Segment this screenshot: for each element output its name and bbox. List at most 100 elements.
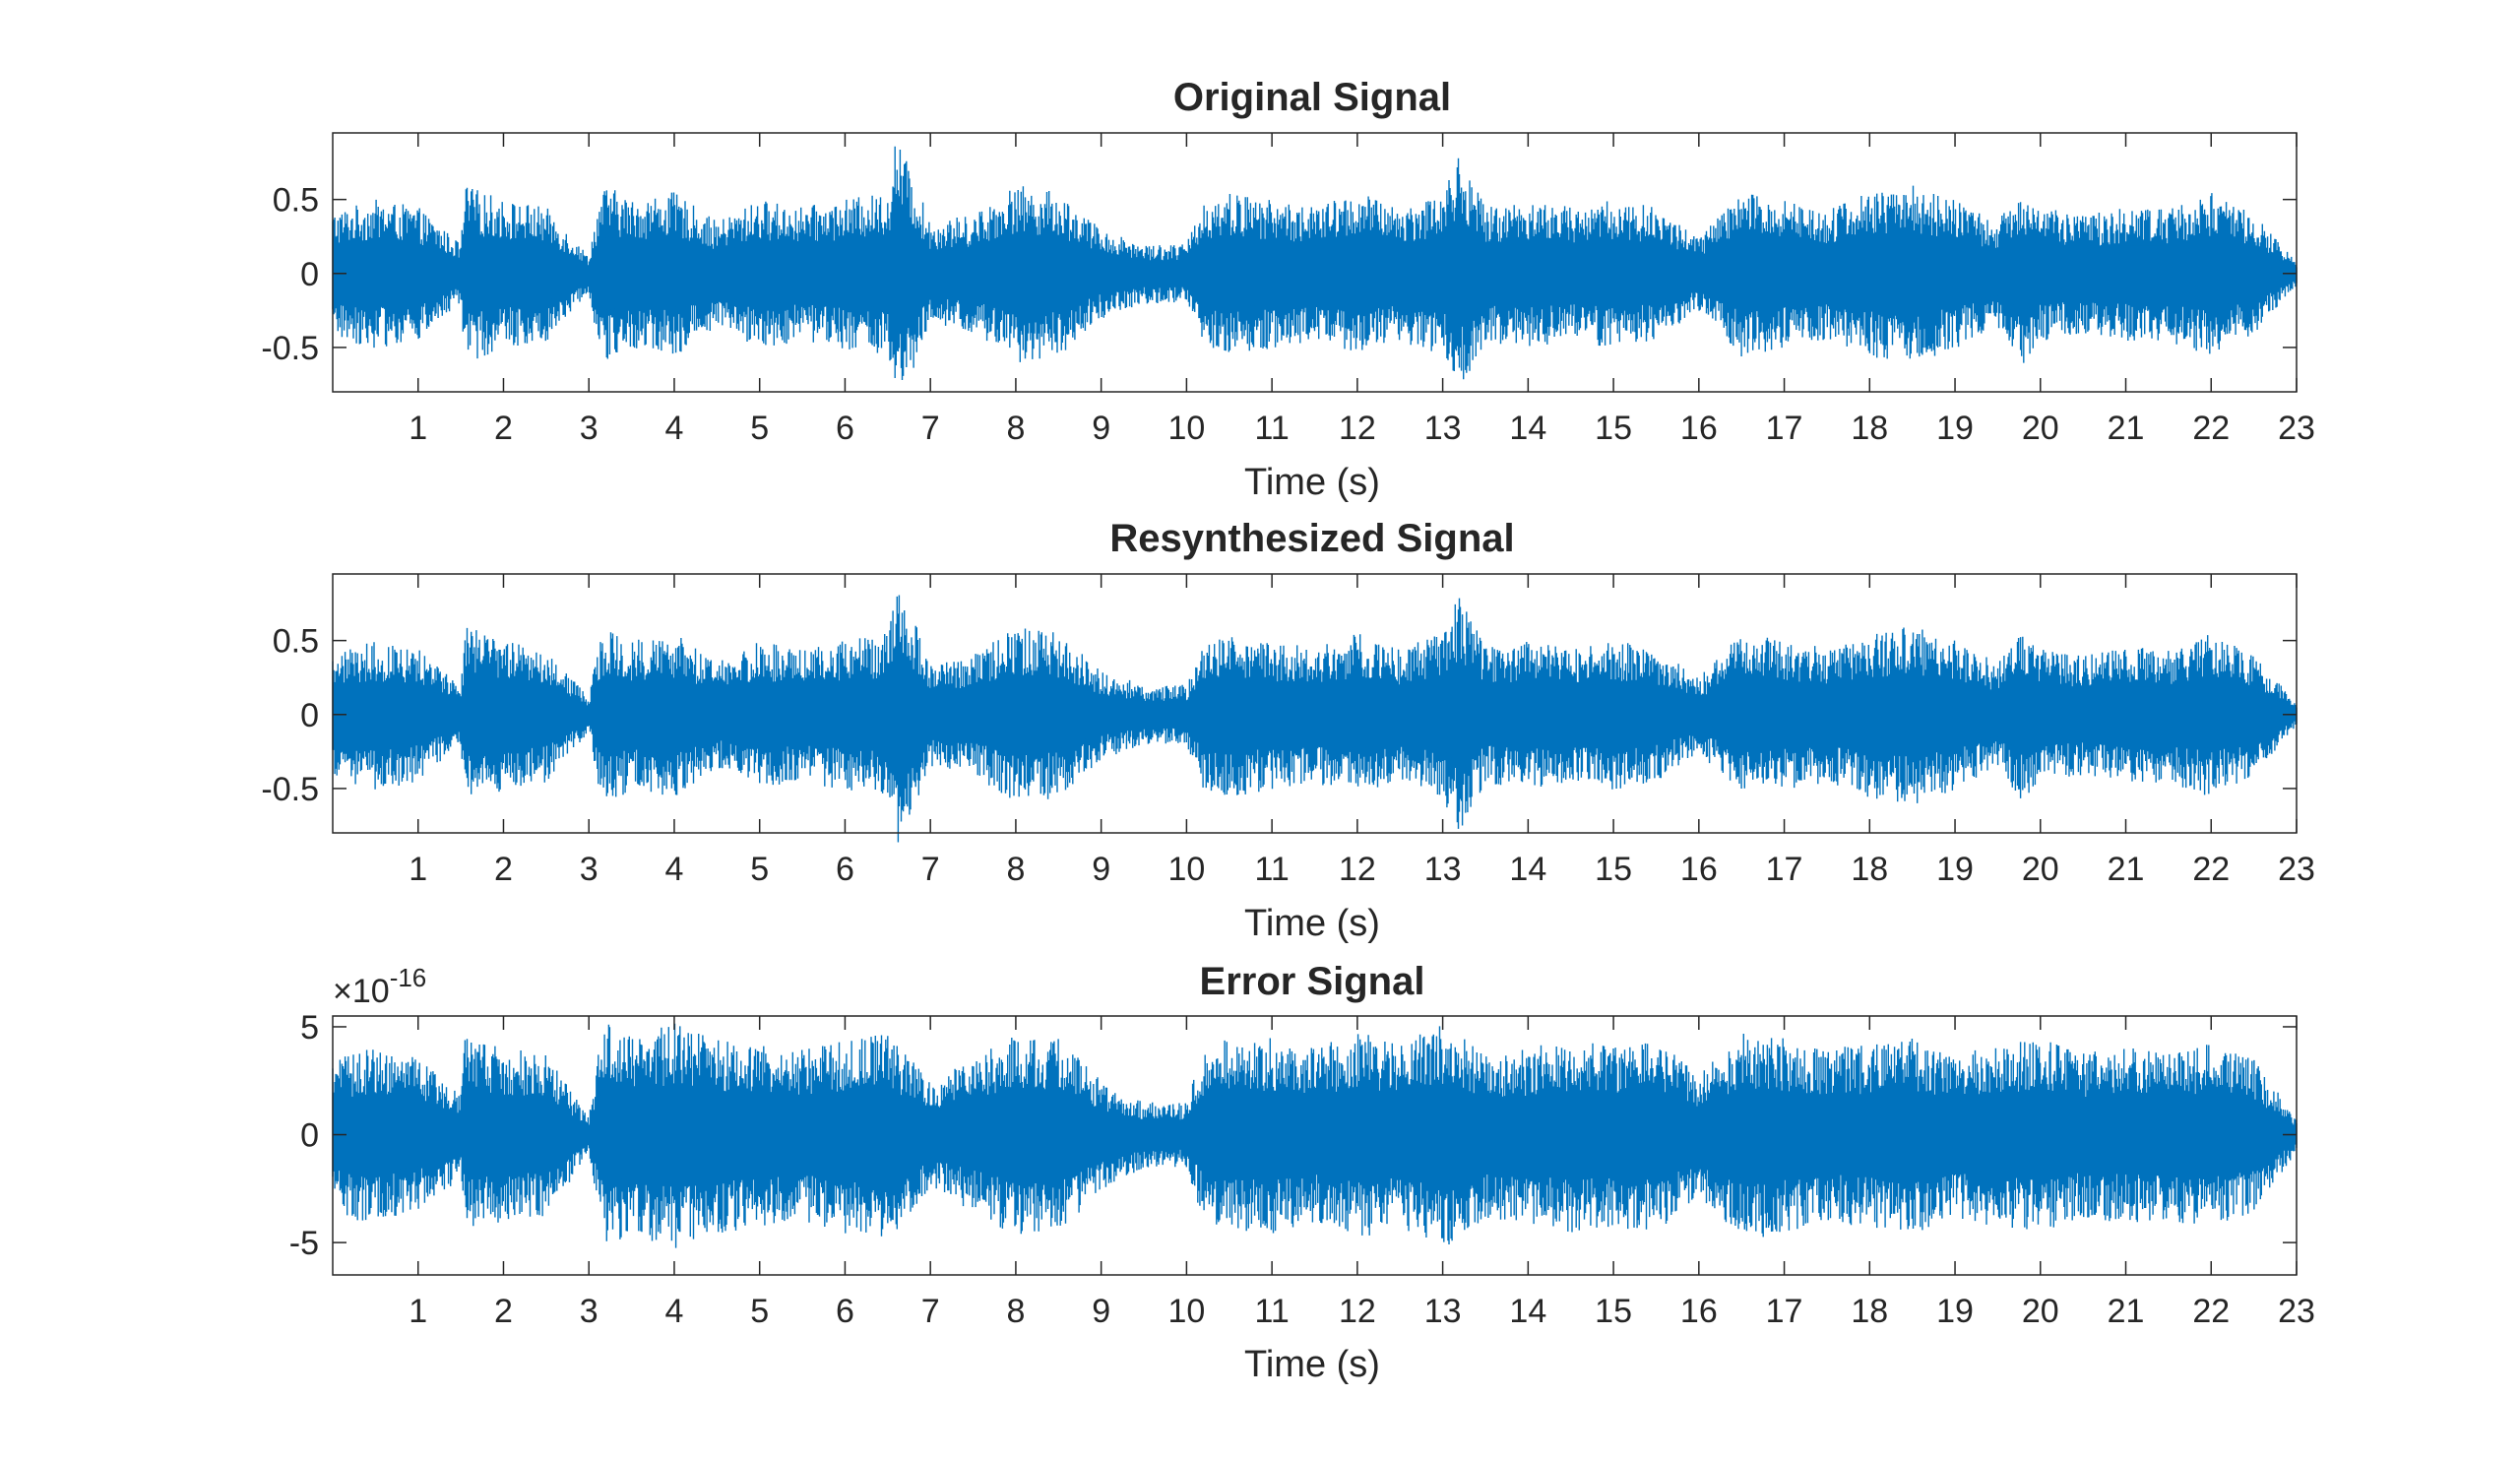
- x-tick-label: 13: [1424, 851, 1462, 888]
- x-tick-label: 7: [921, 851, 940, 888]
- y-axis-ticks: -5 0 5: [289, 1009, 2297, 1262]
- x-tick-label: 16: [1680, 1293, 1718, 1330]
- x-tick-label: 12: [1339, 410, 1376, 447]
- x-tick-label: 6: [836, 410, 854, 447]
- panel-title: Resynthesized Signal: [1109, 517, 1514, 560]
- x-tick-label: 9: [1092, 851, 1110, 888]
- panel-error: Error Signal ×10-16 -505 1 2 3 4 5 6 7 8 9 10 11 12…: [289, 960, 2315, 1385]
- x-tick-label: 3: [580, 1293, 598, 1330]
- y-tick-label: 5: [300, 1009, 319, 1047]
- x-tick-label: 18: [1851, 410, 1888, 447]
- x-tick-label: 5: [750, 1293, 769, 1330]
- x-tick-label: 13: [1424, 1293, 1462, 1330]
- x-tick-label: 20: [2022, 410, 2059, 447]
- x-tick-label: 17: [1766, 410, 1803, 447]
- x-tick-label: 22: [2192, 1293, 2230, 1330]
- x-tick-label: 4: [664, 1293, 683, 1330]
- x-tick-label: 21: [2108, 1293, 2145, 1330]
- x-tick-label: 1: [409, 410, 427, 447]
- x-tick-label: 23: [2278, 851, 2315, 888]
- x-tick-label: 4: [664, 851, 683, 888]
- x-tick-label: 15: [1595, 851, 1632, 888]
- waveform-core: [333, 216, 2297, 332]
- x-tick-label: 2: [494, 410, 513, 447]
- x-tick-label: 4: [664, 410, 683, 447]
- y-tick-label: -0.5: [261, 771, 319, 808]
- x-tick-label: 16: [1680, 410, 1718, 447]
- x-tick-label: 21: [2108, 410, 2145, 447]
- panel-title: Original Signal: [1173, 76, 1451, 119]
- x-tick-label: 7: [921, 1293, 940, 1330]
- panel-title: Error Signal: [1200, 960, 1425, 1003]
- x-tick-label: 2: [494, 851, 513, 888]
- x-tick-label: 19: [1936, 410, 1974, 447]
- waveform-core: [333, 1085, 2297, 1184]
- x-axis-label: Time (s): [1244, 903, 1380, 944]
- y-tick-label: 0: [300, 1117, 319, 1155]
- x-tick-label: 8: [1006, 410, 1025, 447]
- x-tick-label: 14: [1509, 410, 1546, 447]
- x-tick-label: 9: [1092, 410, 1110, 447]
- y-tick-label: -5: [289, 1225, 319, 1262]
- x-tick-label: 8: [1006, 851, 1025, 888]
- axes-frame: [332, 132, 2298, 393]
- x-tick-label: 11: [1254, 851, 1289, 888]
- x-axis-label: Time (s): [1244, 462, 1380, 503]
- exponent-power: -16: [390, 963, 427, 992]
- x-tick-label: 2: [494, 1293, 513, 1330]
- x-axis-ticks: 1 2 3 4 5 6 7 8 9 10 11 12 13 14 15 16 17 18 19 20 21 22 23: [409, 1016, 2315, 1330]
- x-tick-label: 21: [2108, 851, 2145, 888]
- x-tick-label: 15: [1595, 410, 1632, 447]
- x-tick-label: 22: [2192, 410, 2230, 447]
- x-tick-label: 1: [409, 1293, 427, 1330]
- x-tick-label: 7: [921, 410, 940, 447]
- x-tick-label: 13: [1424, 410, 1462, 447]
- x-tick-label: 10: [1167, 410, 1205, 447]
- axes-frame: [332, 1015, 2298, 1276]
- x-tick-label: 12: [1339, 1293, 1376, 1330]
- x-tick-label: 23: [2278, 1293, 2315, 1330]
- x-tick-label: 3: [580, 410, 598, 447]
- y-axis-exponent: ×10-16: [333, 963, 426, 1010]
- x-tick-label: 5: [750, 410, 769, 447]
- x-tick-label: 12: [1339, 851, 1376, 888]
- y-tick-label: 0: [300, 256, 319, 293]
- axes-frame: [332, 573, 2298, 834]
- x-tick-label: 20: [2022, 851, 2059, 888]
- x-tick-label: 19: [1936, 851, 1974, 888]
- panel-original: Original Signal -0.500.5 1 2 3 4 5 6 7 8 9 10 11 12…: [261, 76, 2315, 503]
- x-tick-label: 17: [1766, 1293, 1803, 1330]
- x-tick-label: 9: [1092, 1293, 1110, 1330]
- x-tick-label: 14: [1509, 851, 1546, 888]
- y-axis-ticks: -0.5 0 0.5: [261, 182, 2297, 367]
- x-tick-label: 6: [836, 1293, 854, 1330]
- y-tick-label: 0.5: [273, 182, 319, 220]
- x-tick-label: 20: [2022, 1293, 2059, 1330]
- x-tick-label: 14: [1509, 1293, 1546, 1330]
- y-tick-label: 0: [300, 697, 319, 734]
- y-tick-label: -0.5: [261, 330, 319, 367]
- waveform-core: [333, 657, 2297, 773]
- y-tick-label: 0.5: [273, 623, 319, 661]
- x-tick-label: 1: [409, 851, 427, 888]
- x-tick-label: 11: [1254, 410, 1289, 447]
- x-tick-label: 10: [1167, 851, 1205, 888]
- x-tick-label: 6: [836, 851, 854, 888]
- x-tick-label: 23: [2278, 410, 2315, 447]
- x-tick-label: 10: [1167, 1293, 1205, 1330]
- x-tick-label: 3: [580, 851, 598, 888]
- x-tick-label: 22: [2192, 851, 2230, 888]
- exponent-base: ×10: [333, 973, 390, 1010]
- x-axis-ticks: 1 2 3 4 5 6 7 8 9 10 11 12 13 14 15 16 17 18 19 20 21 22 23: [409, 133, 2315, 447]
- x-tick-label: 8: [1006, 1293, 1025, 1330]
- x-tick-label: 16: [1680, 851, 1718, 888]
- x-tick-label: 17: [1766, 851, 1803, 888]
- x-axis-label: Time (s): [1244, 1344, 1380, 1385]
- x-axis-ticks: 1 2 3 4 5 6 7 8 9 10 11 12 13 14 15 16 17 18 19 20 21 22 23: [409, 574, 2315, 888]
- x-tick-label: 15: [1595, 1293, 1632, 1330]
- x-tick-label: 19: [1936, 1293, 1974, 1330]
- x-tick-label: 18: [1851, 1293, 1888, 1330]
- x-tick-label: 11: [1254, 1293, 1289, 1330]
